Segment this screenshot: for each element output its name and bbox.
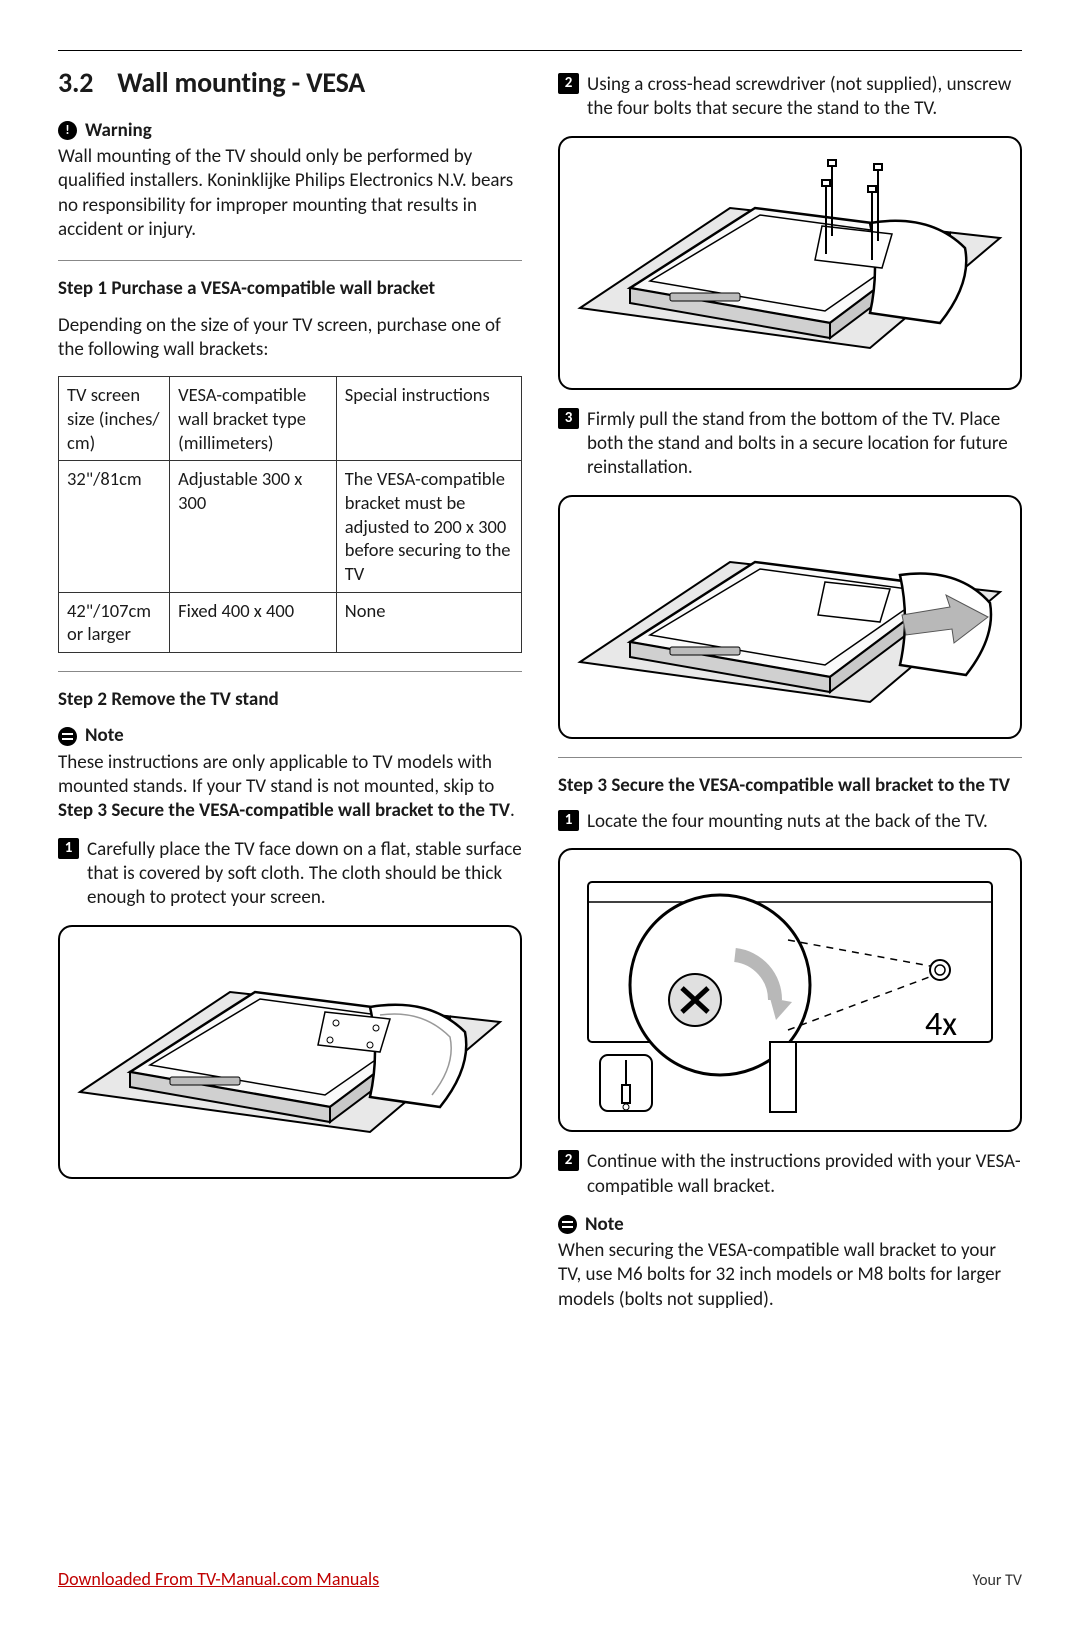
note-heading: Note [58,724,522,748]
table-cell: Adjustable 300 x 300 [170,461,337,592]
note-icon [58,727,77,746]
table-cell: Fixed 400 x 400 [170,592,337,652]
divider [58,671,522,672]
vesa-table: TV screen size (inches/ cm) VESA-compati… [58,376,522,653]
right-column: 2 Using a cross-head screwdriver (not su… [558,65,1022,1530]
step3-item-2-text: Continue with the instructions provided … [587,1150,1022,1199]
download-link-text: Downloaded From TV-Manual.com Manuals [58,1568,379,1590]
step3-note-text: When securing the VESA-compatible wall b… [558,1239,1022,1312]
step3-item-1-text: Locate the four mounting nuts at the bac… [587,810,1022,834]
divider [58,260,522,261]
note-text-post: . [510,799,515,822]
note-text-pre: These instructions are only applicable t… [58,751,494,798]
step-number-badge: 1 [58,838,79,859]
step2-item-2: 2 Using a cross-head screwdriver (not su… [558,73,1022,122]
download-link[interactable]: Downloaded From TV-Manual.com Manuals [58,1568,379,1591]
warning-text: Wall mounting of the TV should only be p… [58,145,522,242]
page-footer: Downloaded From TV-Manual.com Manuals Yo… [58,1568,1022,1591]
warning-heading: ! Warning [58,119,522,143]
table-cell: 42"/107cm or larger [59,592,170,652]
step3-item-2: 2 Continue with the instructions provide… [558,1150,1022,1199]
table-header-cell: TV screen size (inches/ cm) [59,377,170,461]
note-heading: Note [558,1213,1022,1237]
figure-tv-facedown [58,925,522,1179]
step2-title: Step 2 Remove the TV stand [58,688,522,712]
step3-item-1: 1 Locate the four mounting nuts at the b… [558,810,1022,834]
step2-item-1-text: Carefully place the TV face down on a fl… [87,838,522,911]
section-number: 3.2 [58,65,93,100]
divider [558,757,1022,758]
step-number-badge: 2 [558,1150,579,1171]
note-label: Note [585,1213,624,1237]
table-header-cell: Special instructions [336,377,521,461]
step1-title: Step 1 Purchase a VESA-compatible wall b… [58,277,522,301]
step2-item-3: 3 Firmly pull the stand from the bottom … [558,408,1022,481]
step-number-badge: 3 [558,408,579,429]
note-icon [558,1215,577,1234]
table-header-cell: VESA-compatible wall bracket type (milli… [170,377,337,461]
step2-item-3-text: Firmly pull the stand from the bottom of… [587,408,1022,481]
figure-mounting-nuts: 4x [558,848,1022,1132]
table-cell: None [336,592,521,652]
left-column: 3.2 Wall mounting - VESA ! Warning Wall m… [58,65,522,1530]
step-number-badge: 2 [558,73,579,94]
warning-icon: ! [58,121,77,140]
section-title: Wall mounting - VESA [117,65,365,100]
warning-label: Warning [85,119,152,143]
step2-note-text: These instructions are only applicable t… [58,751,522,824]
step2-item-2-text: Using a cross-head screwdriver (not supp… [587,73,1022,122]
table-cell: 32"/81cm [59,461,170,592]
step1-intro: Depending on the size of your TV screen,… [58,314,522,363]
section-heading: 3.2 Wall mounting - VESA [58,65,522,101]
step2-item-1: 1 Carefully place the TV face down on a … [58,838,522,911]
figure-pull-stand [558,495,1022,739]
figure-unscrew-bolts [558,136,1022,390]
four-x-label: 4x [925,1004,957,1045]
note-text-bold: Step 3 Secure the VESA-compatible wall b… [58,799,510,822]
step-number-badge: 1 [558,810,579,831]
footer-right: Your TV [972,1571,1022,1591]
note-label: Note [85,724,124,748]
page-content: 3.2Wall mounting - VESA ! Warning Wall m… [58,50,1022,1530]
table-cell: The VESA-compatible bracket must be adju… [336,461,521,592]
step3-title: Step 3 Secure the VESA-compatible wall b… [558,774,1022,798]
